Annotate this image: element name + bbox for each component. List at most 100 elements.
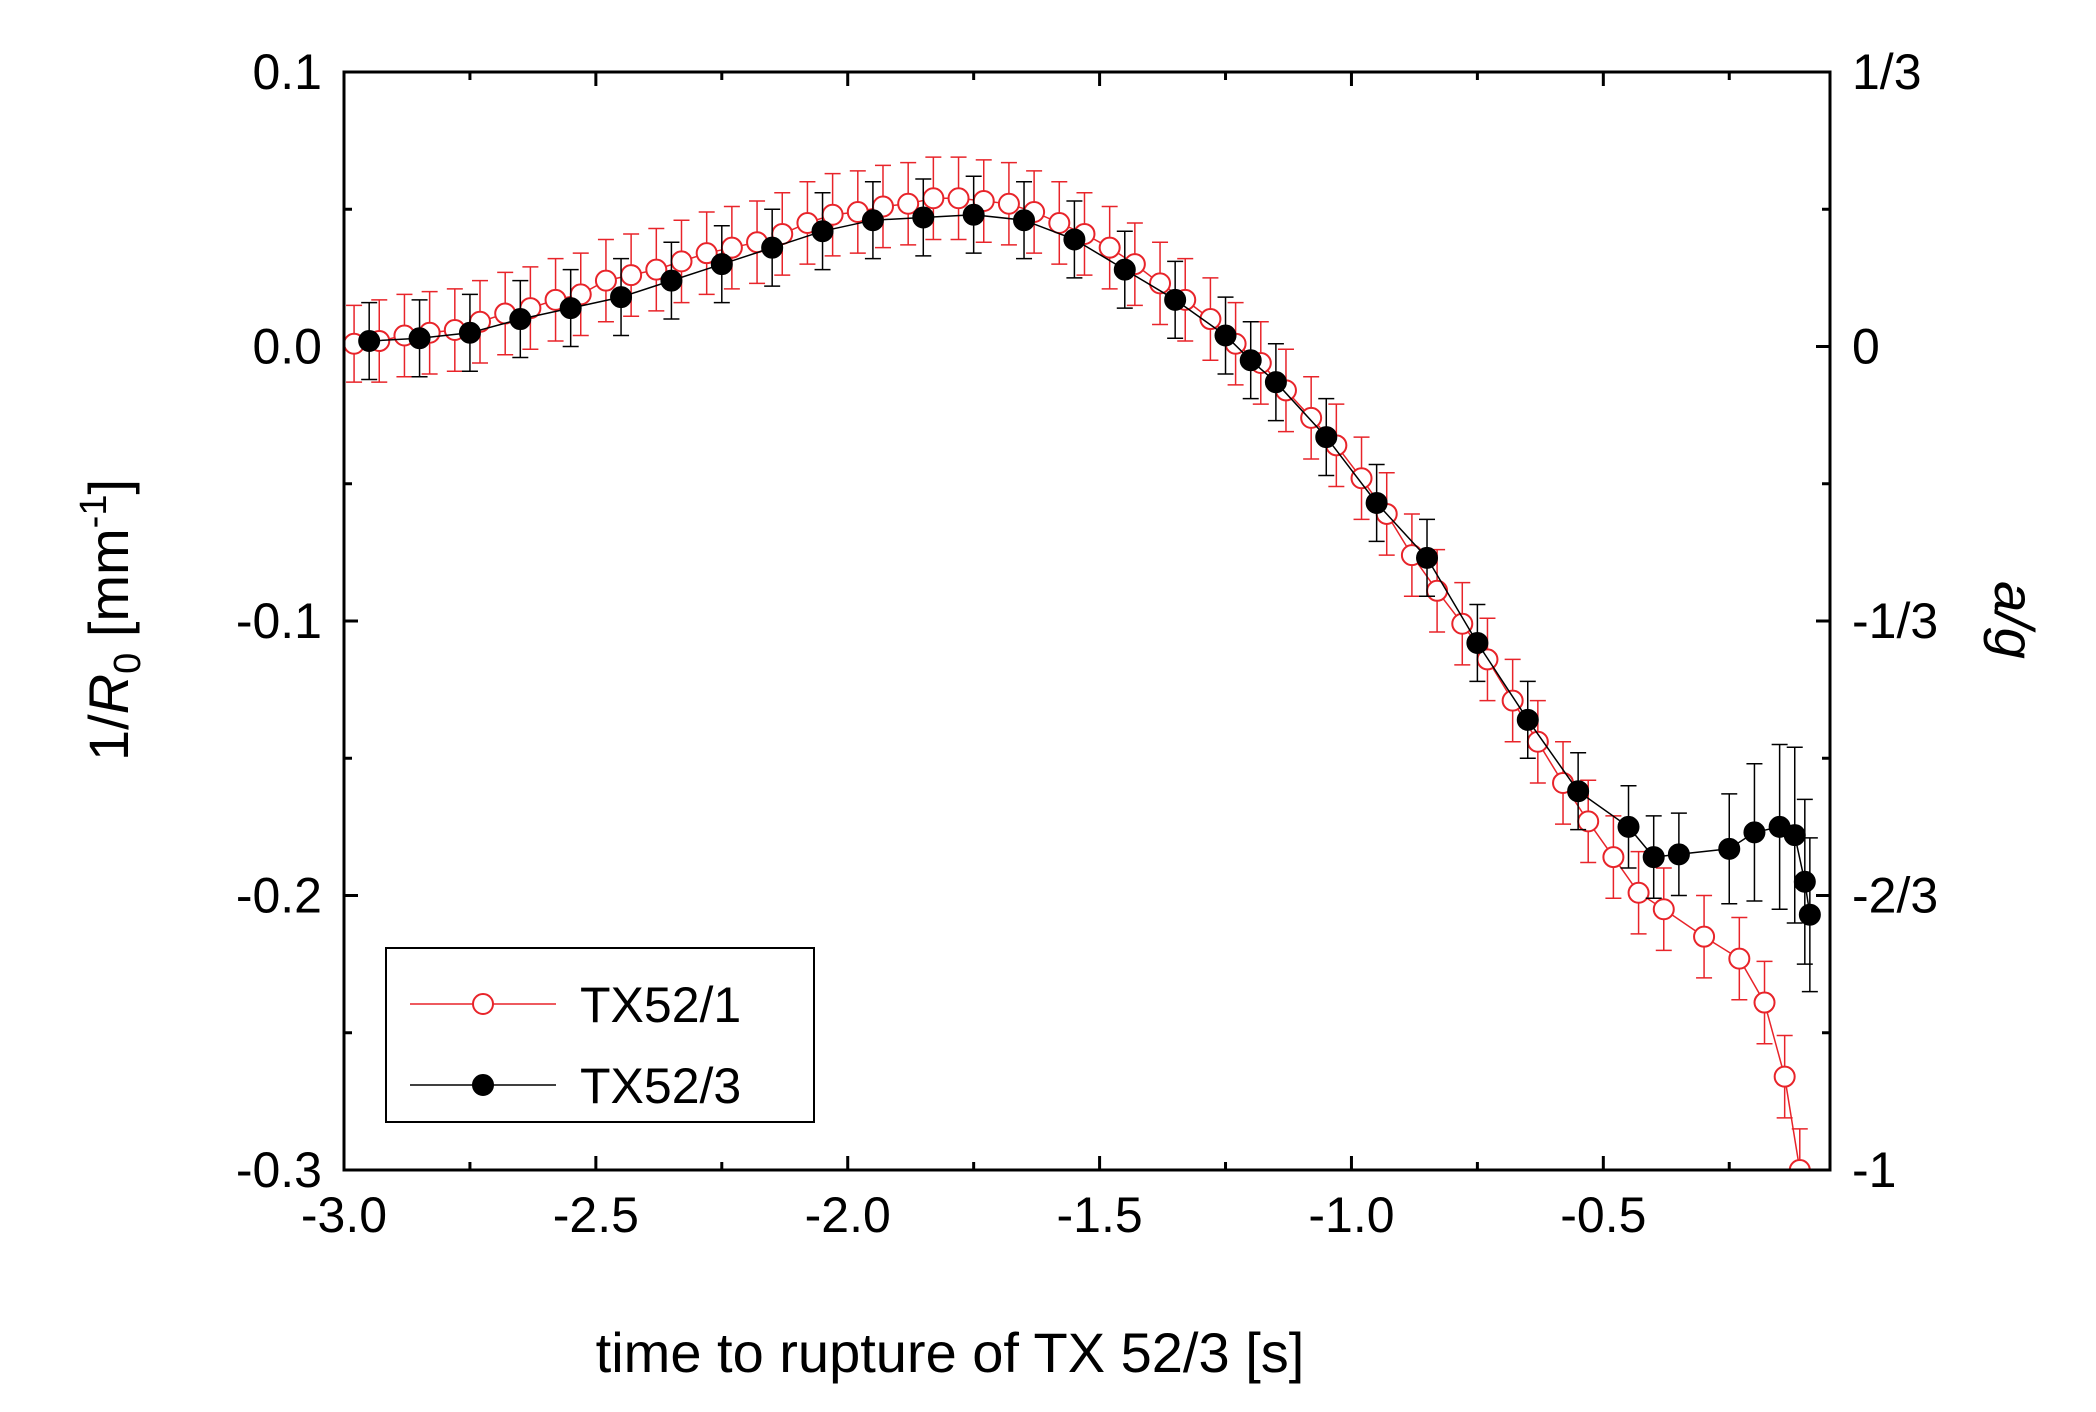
data-point [1199,308,1222,331]
y-axis-title-prefix: 1/ [77,714,140,761]
data-point [1264,371,1287,394]
x-tick-label: -1.0 [1308,1187,1394,1243]
y-tick-label: -0.2 [236,868,322,924]
data-point [620,264,643,287]
y2-tick-label: -2/3 [1852,868,1938,924]
x-axis-title: time to rupture of TX 52/3 [s] [596,1321,1305,1384]
data-point [610,286,633,309]
series-line [354,197,1801,1170]
data-point [458,321,481,344]
data-point [1048,211,1071,234]
data-point [1800,1297,1820,1317]
plot-frame [342,70,1832,1172]
y-tick-label: 0.0 [252,319,322,375]
y-axis-title-unit: [mm [77,528,140,652]
x-tick-label: -3.0 [301,1187,387,1243]
y-axis-ticks: 0.1 0.0 -0.1 -0.2 -0.3 [236,44,358,1198]
data-point [695,242,718,265]
svg-text:1/R0 [mm-1]: 1/R0 [mm-1] [73,479,149,761]
data-point [1667,843,1690,866]
data-point [1577,810,1600,833]
data-point [1627,881,1650,904]
data-point [1743,821,1766,844]
legend-box [385,947,815,1123]
data-point [594,269,617,292]
y-tick-label: -0.1 [236,593,322,649]
data-point [1773,1065,1796,1088]
data-point [358,330,381,353]
data-point [645,258,668,281]
y2-axis-title: a/g [1983,581,2046,659]
data-point [1063,228,1086,251]
data-point [1567,780,1590,803]
data-point [1753,991,1776,1014]
data-point [1239,349,1262,372]
series-TX52/1 [344,156,1820,1317]
data-point [947,187,970,210]
data-point [1516,708,1539,731]
legend-label: TX52/1 [580,977,741,1033]
legend-entry: TX52/1 [410,977,741,1033]
data-point [1013,209,1036,232]
legend: TX52/1 TX52/3 [385,947,815,1123]
x-tick-label: -1.5 [1057,1187,1143,1243]
data-point [1164,288,1187,311]
y-axis-title-close: ] [77,479,140,495]
data-point [1300,406,1323,429]
data-point [1113,258,1136,281]
data-point [1416,546,1439,569]
y-tick-label: -0.3 [236,1142,322,1198]
y2-tick-label: -1 [1852,1142,1896,1198]
data-point [1728,947,1751,970]
data-point [1315,426,1338,449]
data-point [408,327,431,350]
y2-axis-title-text: a/g [1983,581,2046,659]
data-point [1451,612,1474,635]
data-point [1788,1159,1811,1170]
y2-tick-label: -1/3 [1852,593,1938,649]
data-point [997,192,1020,215]
x-tick-label: -2.5 [553,1187,639,1243]
y-axis-title-sup: -1 [73,495,115,529]
data-point [1365,491,1388,514]
data-point [1617,815,1640,838]
data-point [761,236,784,259]
data-point [710,253,733,276]
legend-marker [472,1074,494,1096]
data-point [1783,824,1806,847]
series-TX52/3 [358,175,1821,993]
data-point [912,206,935,229]
legend-marker [472,993,494,1015]
data-point [861,209,884,232]
data-point [1652,898,1675,921]
data-point [1466,631,1489,654]
x-axis-ticks: -3.0 -2.5 -2.0 -1.5 -1.0 -0.5 [301,72,1731,1243]
data-point [1642,846,1665,869]
data-point [1693,925,1716,948]
legend-entry: TX52/3 [410,1058,741,1114]
data-point [1350,467,1373,490]
data-point [962,203,985,226]
y-axis-title-var: R [77,674,140,714]
data-point [1718,837,1741,860]
data-point [559,297,582,320]
data-point [1798,903,1821,926]
data-point [660,269,683,292]
y2-tick-label: 0 [1852,319,1880,375]
series-line [369,213,1811,915]
data-point [670,250,693,273]
x-tick-label: -0.5 [1560,1187,1646,1243]
legend-label: TX52/3 [580,1058,741,1114]
data-point [509,308,532,331]
y-tick-label: 0.1 [252,44,322,100]
y-axis-title-sub: 0 [107,653,149,674]
series-layer [344,156,1821,1317]
y2-axis-ticks: 1/3 0 -1/3 -2/3 -1 [1816,44,1938,1198]
data-point [1098,236,1121,259]
y2-tick-label: 1/3 [1852,44,1922,100]
data-point [897,192,920,215]
x-tick-label: -2.0 [805,1187,891,1243]
data-point [922,187,945,210]
data-point [1793,870,1816,893]
